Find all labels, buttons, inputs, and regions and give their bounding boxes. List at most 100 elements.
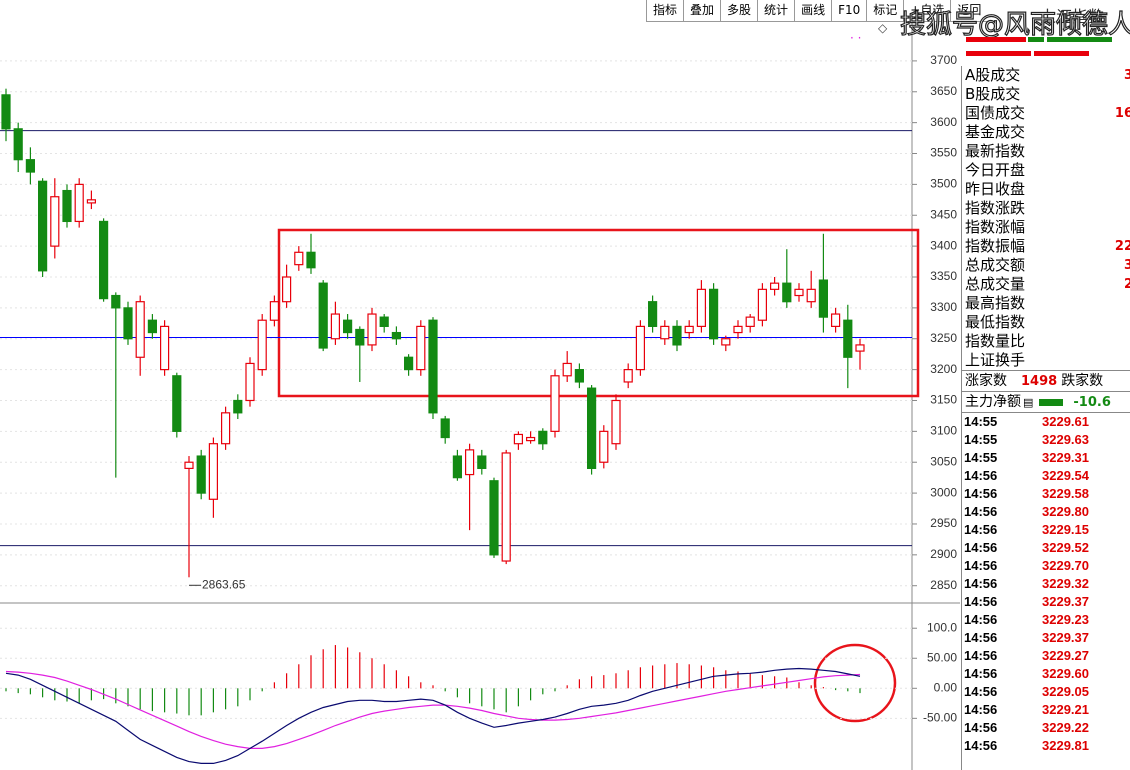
candle-body: [74, 183, 84, 223]
candle-body: [147, 319, 157, 334]
icon: ◇: [878, 21, 888, 35]
trade-row: 14:56 3229.22: [962, 719, 1130, 737]
quote-value: 2: [1124, 275, 1130, 294]
trade-time: 14:56: [964, 504, 998, 519]
quote-row: 指数振幅 22: [962, 237, 1130, 256]
symbol: 上证指数: [1040, 7, 1105, 26]
quote-label: 上证换手: [965, 351, 1026, 369]
trade-time: 14:56: [964, 558, 998, 573]
candle-body: [489, 480, 499, 556]
toolbar-button[interactable]: +自选: [903, 0, 950, 21]
y-tick-label: 0.00: [934, 680, 958, 694]
candle-body: [452, 455, 462, 479]
toolbar-button[interactable]: 叠加: [683, 0, 720, 21]
candle-body: [269, 301, 279, 321]
trade-price: 3229.21: [1042, 702, 1089, 717]
bar-icon: [1039, 399, 1064, 406]
candle-body: [172, 375, 182, 432]
toolbar-button[interactable]: 返回: [950, 0, 987, 21]
candle-body: [696, 288, 707, 327]
candle-body: [391, 331, 401, 340]
candle-body: [782, 282, 792, 303]
toolbar-button[interactable]: 标记: [866, 0, 903, 21]
candle-body: [635, 325, 646, 371]
main-net-row: 主力净额 ▤ -10.6: [962, 391, 1130, 412]
y-tick-label: 3600: [930, 115, 957, 129]
trade-time: 14:56: [964, 648, 998, 663]
candle-body: [245, 362, 255, 402]
candle-body: [830, 313, 841, 327]
candle-body: [465, 449, 475, 476]
candle-body: [196, 455, 206, 494]
trade-row: 14:56 3229.70: [962, 557, 1130, 575]
trade-price: 3229.81: [1042, 738, 1089, 753]
trade-row: 14:56 3229.37: [962, 593, 1130, 611]
trade-row: 14:56 3229.32: [962, 575, 1130, 593]
trade-time: 14:56: [964, 666, 998, 681]
candle-body: [13, 128, 23, 161]
candle-body: [599, 430, 609, 463]
y-tick-label: 3250: [930, 331, 957, 345]
breadth-label: 跌家数: [1061, 373, 1104, 389]
candle-body: [684, 325, 694, 334]
quote-row: 昨日收盘: [962, 180, 1130, 199]
quote-row: 基金成交: [962, 123, 1130, 142]
quote-label: 指数涨幅: [965, 218, 1026, 236]
icon: ▤: [1023, 396, 1034, 409]
trade-price: 3229.37: [1042, 594, 1089, 609]
candle-body: [708, 288, 719, 340]
y-tick-label: 2900: [930, 547, 957, 561]
main-net-value: -10.6: [1073, 395, 1111, 410]
candle-body: [98, 220, 109, 300]
trade-row: 14:56 3229.37: [962, 629, 1130, 647]
candle-body: [379, 316, 389, 327]
quote-row: 最高指数: [962, 294, 1130, 313]
quote-label: B股成交: [965, 85, 1021, 103]
bar-icon: [966, 51, 1031, 56]
y-tick-label: 3050: [930, 454, 957, 468]
trade-price: 3229.23: [1042, 612, 1089, 627]
quote-value: 3: [1124, 256, 1130, 275]
trade-time: 14:56: [964, 486, 998, 501]
candle-body: [660, 325, 670, 340]
quote-row: A股成交 3: [962, 66, 1130, 85]
toolbar-button[interactable]: 指标: [646, 0, 683, 21]
candle-body: [306, 251, 316, 269]
y-tick-label: -50.00: [923, 711, 957, 725]
toolbar-button[interactable]: F10: [831, 0, 866, 21]
y-tick-label: 100.0: [927, 620, 957, 634]
trade-row: 14:56 3229.21: [962, 701, 1130, 719]
trade-time: 14:56: [964, 522, 998, 537]
y-tick-label: 3350: [930, 269, 957, 283]
y-tick-label: 3500: [930, 177, 957, 191]
candle-body: [538, 430, 548, 445]
candle-body: [86, 199, 97, 204]
trade-row: 14:56 3229.23: [962, 611, 1130, 629]
trade-price: 3229.32: [1042, 576, 1089, 591]
candle-body: [62, 189, 72, 223]
y-tick-label: 2950: [930, 516, 957, 530]
candle-body: [525, 436, 536, 442]
candle-body: [818, 279, 829, 318]
trade-price: 3229.58: [1042, 486, 1089, 501]
candle-body: [794, 288, 804, 297]
trade-time: 14:55: [964, 414, 998, 429]
y-tick-label: 3450: [930, 207, 957, 221]
toolbar-button[interactable]: 多股: [720, 0, 757, 21]
trade-time: 14:55: [964, 450, 998, 465]
candle-body: [355, 328, 365, 346]
candle-body: [843, 319, 853, 358]
toolbar: 指标 叠加 多股 统计 画线 F10 标记 +自选 返回: [646, 0, 988, 22]
toolbar-button[interactable]: 统计: [757, 0, 794, 21]
trade-price: 3229.05: [1042, 684, 1089, 699]
dea-line: [5, 670, 861, 749]
trade-time: 14:56: [964, 468, 998, 483]
trade-price: 3229.27: [1042, 648, 1089, 663]
quote-row: 指数量比: [962, 332, 1130, 351]
trade-price: 3229.22: [1042, 720, 1089, 735]
toolbar-button[interactable]: 画线: [794, 0, 831, 21]
quote-row: 最低指数: [962, 313, 1130, 332]
candle-body: [208, 443, 218, 500]
